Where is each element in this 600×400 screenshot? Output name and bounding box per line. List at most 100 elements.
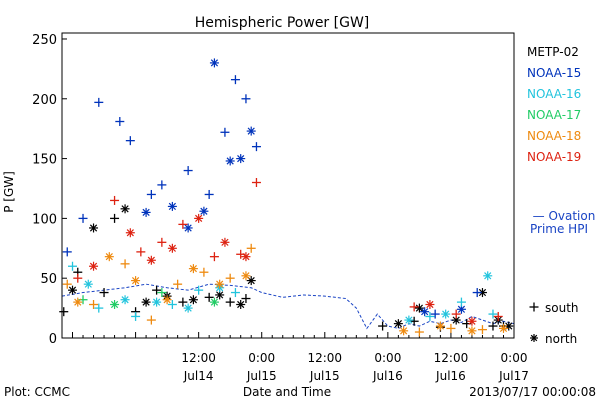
noaa-18-south-point [120, 259, 130, 269]
metp-02-north-point [236, 300, 246, 310]
noaa-15-north-point [183, 223, 193, 233]
x-tick-label: 0:00 [248, 351, 275, 365]
noaa-18-north-point [498, 323, 508, 333]
noaa-16-north-point [404, 315, 414, 325]
x-tick-date-label: Jul15 [309, 369, 340, 383]
noaa-19-south-point [73, 273, 83, 283]
noaa-19-north-point [241, 252, 251, 262]
footer-timestamp: 2013/07/17 00:00:08 [469, 385, 596, 399]
legend-star-glyph [530, 334, 538, 342]
noaa-19-north-point [220, 237, 230, 247]
noaa-18-south-point [246, 243, 256, 253]
noaa-19-south-point [178, 219, 188, 229]
noaa-16-north-point [152, 297, 162, 307]
noaa-18-south-point [477, 325, 487, 335]
noaa-18-south-point [146, 315, 156, 325]
noaa-15-south-point [230, 75, 240, 85]
y-axis: 0 50 100 150 200 250 [32, 33, 67, 347]
noaa-15-south-point [78, 213, 88, 223]
legend-north-label: north [545, 332, 577, 346]
metp-02-south-point [378, 321, 388, 331]
y-axis-label: P [GW] [2, 171, 16, 213]
noaa-17-north-point [110, 300, 120, 310]
noaa-15-north-point [167, 201, 177, 211]
noaa-15-south-point [183, 166, 193, 176]
y-tick-label: 200 [32, 93, 57, 108]
noaa-15-south-point [472, 288, 482, 298]
x-tick-date-label: Jul14 [183, 369, 214, 383]
chart-title: Hemispheric Power [GW] [195, 15, 370, 31]
noaa-15-north-point [246, 126, 256, 136]
x-tick-label: 12:00 [434, 351, 469, 365]
noaa-16-north-point [441, 309, 451, 319]
noaa-16-north-point [483, 271, 493, 281]
legend-entry-metp-02: METP-02 [527, 45, 579, 59]
metp-02-north-point [477, 288, 487, 298]
legend-south-label: south [545, 301, 579, 315]
metp-02-south-point [225, 297, 235, 307]
noaa-18-south-point [199, 267, 209, 277]
marker-legend: south north [529, 301, 579, 346]
noaa-16-north-point [83, 279, 93, 289]
noaa-15-north-point [209, 58, 219, 68]
x-tick-label: 0:00 [501, 351, 528, 365]
noaa-18-north-point [162, 295, 172, 305]
noaa-18-south-point [414, 327, 424, 337]
noaa-15-south-point [125, 136, 135, 146]
noaa-19-south-point [136, 247, 146, 257]
noaa-15-south-point [241, 94, 251, 104]
noaa-15-south-point [62, 247, 72, 257]
noaa-15-north-point [236, 154, 246, 164]
noaa-18-north-point [435, 321, 445, 331]
noaa-18-south-point [89, 300, 99, 310]
footer-plot-credit: Plot: CCMC [4, 385, 70, 399]
metp-02-south-point [152, 285, 162, 295]
legend-star-marker [530, 334, 538, 342]
noaa-18-north-point [104, 252, 114, 262]
noaa-19-north-point [146, 255, 156, 265]
satellite-markers [59, 58, 514, 337]
x-tick-date-label: Jul16 [435, 369, 466, 383]
metp-02-south-point [409, 316, 419, 326]
noaa-19-north-point [467, 316, 477, 326]
metp-02-south-point [99, 288, 109, 298]
plot-frame [61, 32, 515, 339]
noaa-19-south-point [451, 309, 461, 319]
legend-entry-noaa-17: NOAA-17 [527, 108, 581, 122]
metp-02-north-point [89, 223, 99, 233]
x-tick-label: 12:00 [307, 351, 342, 365]
metp-02-south-point [178, 297, 188, 307]
legend-entry-noaa-19: NOAA-19 [527, 150, 581, 164]
y-tick-label: 100 [32, 212, 57, 227]
series-metp-02 [59, 204, 514, 332]
noaa-19-south-point [157, 237, 167, 247]
metp-02-north-point [414, 303, 424, 313]
x-tick-date-label: Jul17 [498, 369, 529, 383]
noaa-18-north-point [188, 264, 198, 274]
noaa-19-north-point [167, 243, 177, 253]
metp-02-south-point [110, 213, 120, 223]
noaa-16-south-point [488, 309, 498, 319]
noaa-19-north-point [425, 300, 435, 310]
noaa-18-north-point [399, 326, 409, 336]
noaa-15-south-point [430, 309, 440, 319]
noaa-15-north-point [420, 307, 430, 317]
ovation-legend-line1: — Ovation [533, 209, 596, 223]
noaa-16-south-point [131, 311, 141, 321]
metp-02-south-point [241, 294, 251, 304]
noaa-18-north-point [73, 297, 83, 307]
noaa-15-south-point [115, 117, 125, 127]
noaa-19-south-point [251, 178, 261, 188]
series-noaa-19 [73, 178, 503, 326]
ovation-hpi-line [61, 283, 515, 330]
noaa-19-south-point [110, 195, 120, 205]
metp-02-south-point [59, 307, 69, 317]
legend-plus-glyph [529, 302, 539, 312]
ovation-hpi-series [61, 283, 515, 330]
noaa-19-south-point [409, 302, 419, 312]
ovation-legend: — Ovation Prime HPI [530, 209, 595, 236]
noaa-16-south-point [230, 288, 240, 298]
noaa-16-north-point [183, 303, 193, 313]
noaa-16-south-point [94, 303, 104, 313]
